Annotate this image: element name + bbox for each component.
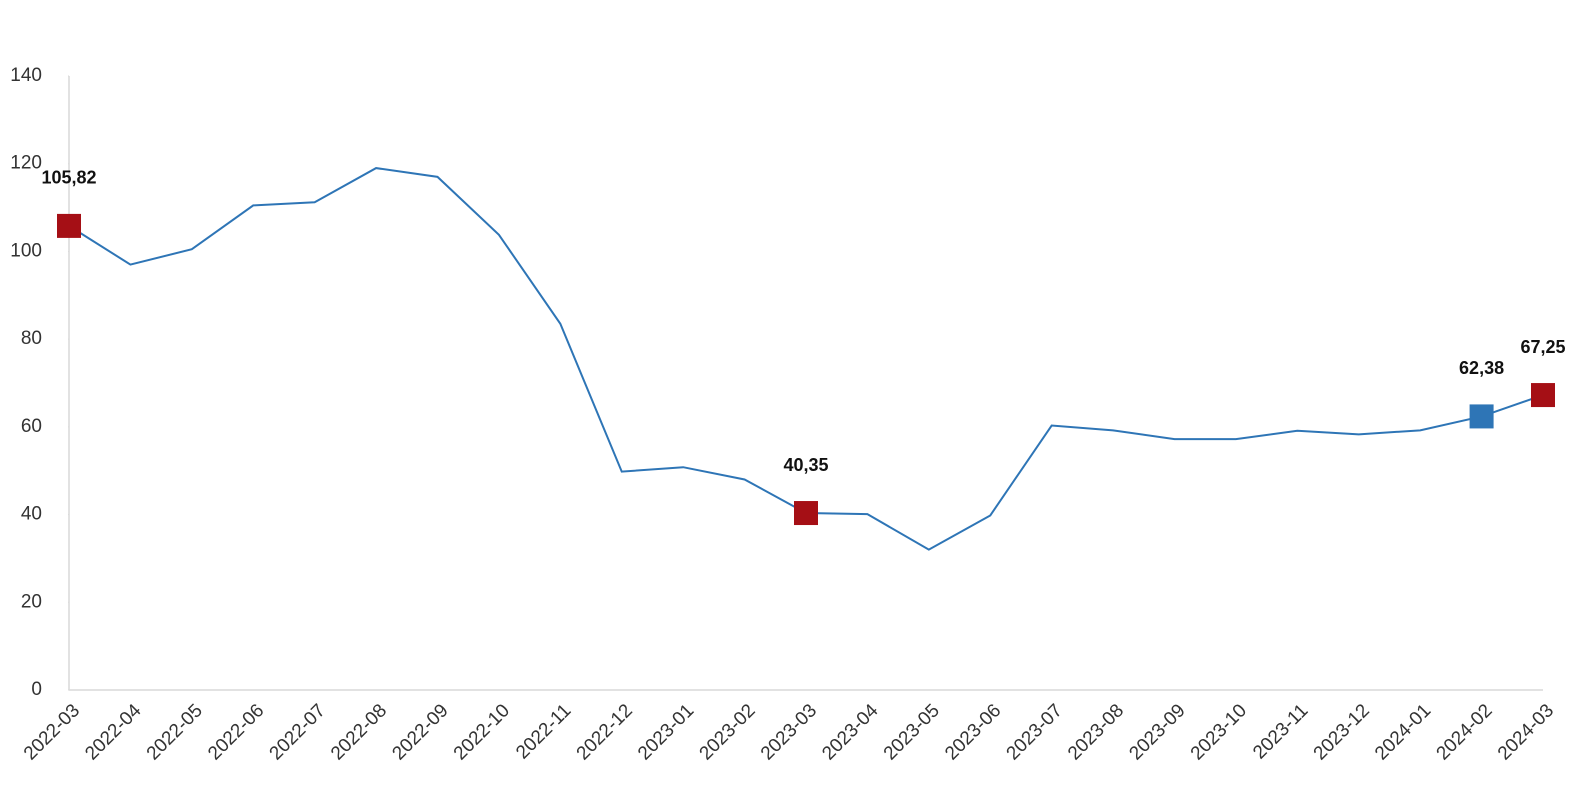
- y-tick-label: 100: [10, 240, 42, 261]
- y-tick-label: 80: [21, 328, 42, 349]
- marker: [57, 213, 81, 238]
- y-tick-label: 40: [21, 504, 42, 525]
- data-label: 105,82: [41, 168, 96, 188]
- x-tick-label: 2023-02: [696, 700, 760, 764]
- x-tick-label: 2022-06: [204, 700, 268, 764]
- x-tick-label: 2024-01: [1371, 700, 1435, 764]
- line: [68, 167, 1544, 551]
- y-tick-label: 20: [21, 591, 42, 612]
- marker: [1469, 404, 1494, 429]
- x-tick-label: 2022-10: [450, 700, 514, 764]
- x-tick-label: 2023-06: [941, 700, 1005, 764]
- y-tick-label: 60: [21, 416, 42, 437]
- x-tick-label: 2023-08: [1064, 700, 1128, 764]
- data-label: 62,38: [1459, 358, 1504, 378]
- x-tick-label: 2022-04: [81, 700, 145, 764]
- x-tick-label: 2023-10: [1187, 700, 1251, 764]
- x-tick-label: 2022-08: [327, 700, 391, 764]
- x-tick-label: 2024-02: [1433, 700, 1497, 764]
- x-tick-label: 2023-01: [634, 700, 698, 764]
- x-tick-label: 2023-07: [1003, 700, 1067, 764]
- x-tick-label: 2023-03: [757, 700, 821, 764]
- x-tick-label: 2023-04: [818, 700, 882, 764]
- x-tick-label: 2024-03: [1494, 700, 1558, 764]
- x-tick-label: 2023-11: [1249, 700, 1312, 763]
- x-tick-label: 2023-05: [880, 700, 944, 764]
- data-label: 40,35: [783, 455, 828, 475]
- x-tick-label: 2023-09: [1125, 700, 1189, 764]
- x-tick-label: 2022-03: [20, 700, 84, 764]
- x-tick-label: 2023-12: [1310, 700, 1374, 764]
- y-tick-label: 0: [31, 679, 42, 700]
- marker: [1531, 383, 1555, 408]
- y-tick-label: 140: [10, 65, 42, 86]
- x-tick-label: 2022-05: [143, 700, 207, 764]
- x-tick-label: 2022-07: [266, 700, 330, 764]
- y-tick-label: 120: [10, 153, 42, 174]
- marker: [794, 501, 818, 526]
- data-label: 67,25: [1520, 337, 1565, 357]
- x-tick-label: 2022-11: [512, 700, 575, 763]
- x-tick-label: 2022-09: [388, 700, 452, 764]
- x-tick-label: 2022-12: [573, 700, 637, 764]
